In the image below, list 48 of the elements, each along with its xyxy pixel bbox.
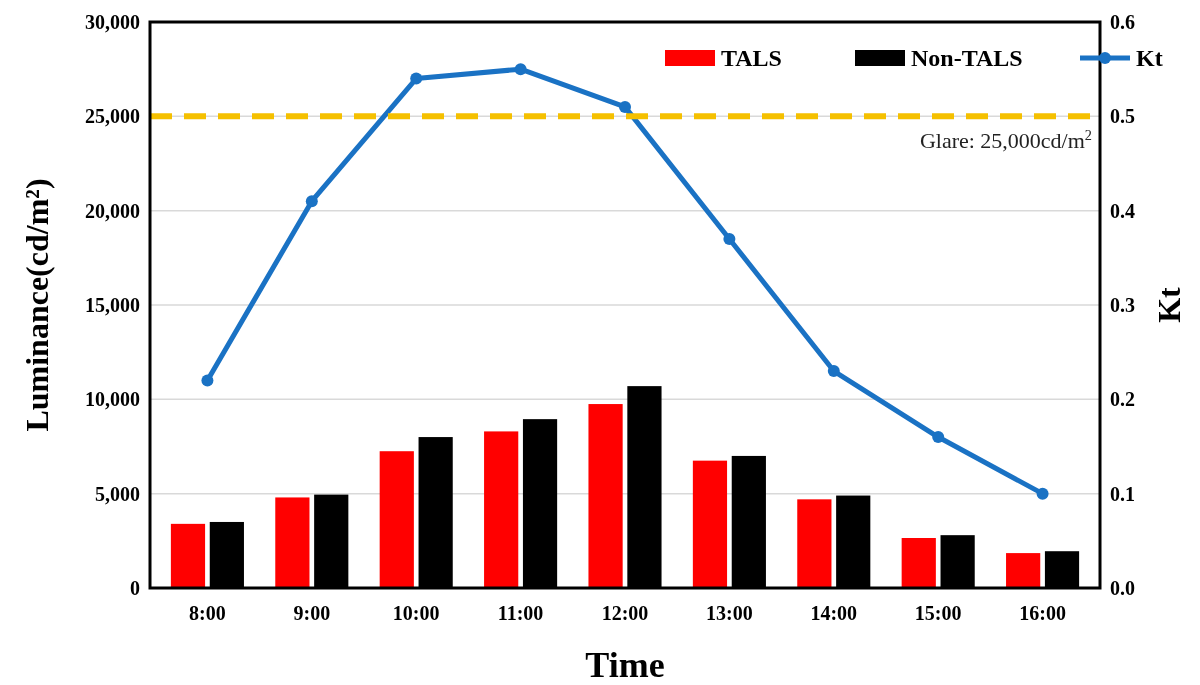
y-tick-label: 5,000: [95, 482, 140, 505]
bar: [692, 460, 728, 588]
y-tick-label: 15,000: [85, 294, 140, 316]
point: [619, 100, 631, 113]
x-tick-label: 8:00: [189, 602, 226, 624]
legend-label: Kt: [1136, 45, 1163, 72]
y-tick-label: 25,000: [85, 105, 140, 128]
y2-tick-label: 0.2: [1110, 388, 1135, 411]
y2-tick-label: 0.0: [1110, 577, 1135, 599]
legend-label: TALS: [721, 45, 782, 72]
y2-tick-label: 0.6: [1110, 11, 1135, 33]
x-axis-title: Time: [585, 645, 665, 685]
x-tick-label: 13:00: [706, 602, 753, 624]
point: [932, 431, 945, 444]
bar: [901, 538, 936, 588]
y-tick-label: 10,000: [85, 388, 140, 411]
x-tick-label: 14:00: [810, 602, 858, 624]
bar: [275, 497, 310, 588]
point: [514, 63, 527, 76]
bar: [170, 523, 206, 588]
x-tick-label: 16:00: [1019, 602, 1066, 624]
y-tick-label: 0: [130, 577, 140, 599]
point: [410, 72, 423, 85]
y2-tick-label: 0.5: [1110, 105, 1135, 128]
point: [827, 365, 840, 378]
x-tick-label: 10:00: [392, 602, 440, 624]
y2-tick-label: 0.1: [1110, 482, 1135, 505]
bar: [797, 499, 832, 588]
point: [723, 232, 736, 245]
y2-axis-title: Kt: [1151, 286, 1187, 323]
y2-tick-label: 0.4: [1110, 199, 1135, 222]
x-tick-label: 9:00: [293, 602, 331, 624]
y2-tick-label: 0.3: [1110, 294, 1135, 316]
bar: [379, 451, 414, 588]
y-axis-title: Luminance(cd/m²): [19, 178, 55, 432]
y-tick-label: 20,000: [85, 199, 140, 222]
ref-line-label: Glare: 25,000cd/m$^{2}$: [919, 127, 1092, 154]
x-tick-label: 12:00: [601, 602, 649, 624]
bar: [1006, 553, 1041, 588]
y-tick-label: 30,000: [85, 11, 140, 33]
bar: [588, 404, 623, 588]
point: [1036, 487, 1049, 500]
x-tick-label: 11:00: [497, 602, 544, 624]
legend-label: Non-TALS: [911, 45, 1023, 72]
x-tick-label: 15:00: [914, 602, 962, 624]
point: [201, 374, 214, 387]
bar: [484, 431, 519, 588]
point: [305, 195, 318, 208]
